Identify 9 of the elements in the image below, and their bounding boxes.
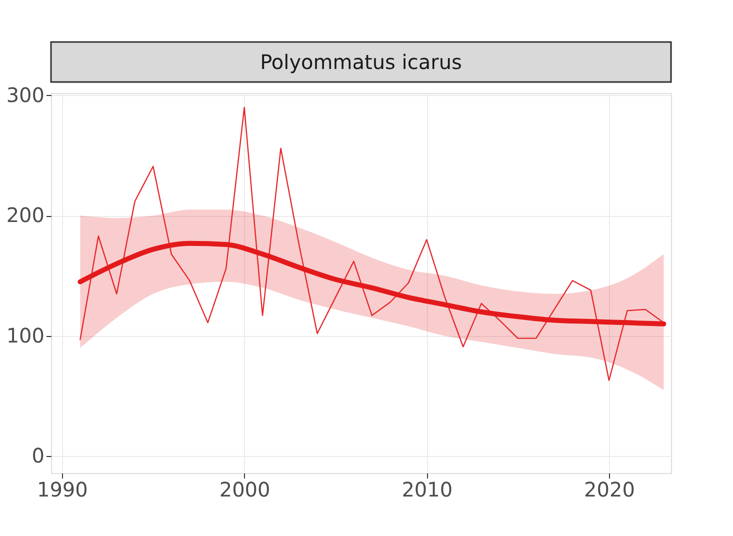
x-tick-label: 2010 bbox=[402, 478, 453, 502]
y-tick-label: 200 bbox=[6, 203, 44, 228]
x-tick-label: 2000 bbox=[219, 478, 270, 502]
y-tick-label: 300 bbox=[6, 82, 44, 107]
y-tick-label: 0 bbox=[32, 444, 44, 468]
y-tick-label: 100 bbox=[6, 323, 44, 348]
chart-title: Polyommatus icarus bbox=[260, 50, 462, 74]
x-tick-label: 2020 bbox=[584, 478, 635, 502]
x-tick-label: 1990 bbox=[36, 478, 88, 502]
